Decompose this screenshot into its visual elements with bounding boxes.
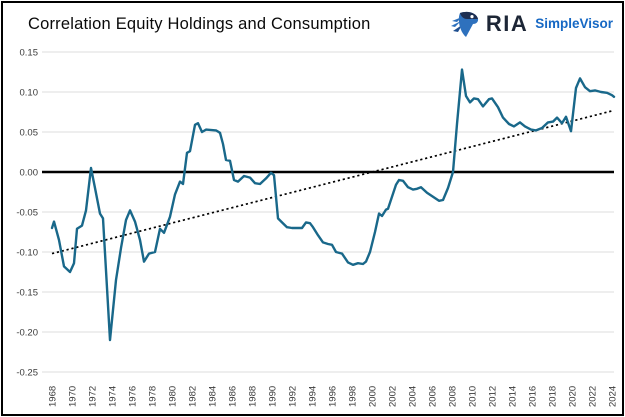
x-tick-label: 1978 <box>148 386 159 407</box>
x-tick-label: 2020 <box>568 386 579 407</box>
brand-simplevisor-text: SimpleVisor <box>535 16 613 32</box>
chart-header: Correlation Equity Holdings and Consumpt… <box>28 7 613 41</box>
x-tick-label: 1980 <box>168 386 179 407</box>
x-tick-label: 1976 <box>128 386 139 407</box>
x-tick-label: 1998 <box>348 386 359 407</box>
x-tick-label: 2006 <box>428 386 439 407</box>
x-tick-label: 2002 <box>388 386 399 407</box>
x-tick-label: 2010 <box>468 386 479 407</box>
y-tick-label: -0.25 <box>16 368 38 379</box>
x-tick-label: 2000 <box>368 386 379 407</box>
x-tick-label: 1984 <box>208 386 219 407</box>
x-tick-label: 1992 <box>288 386 299 407</box>
x-tick-label: 1970 <box>68 386 79 407</box>
x-tick-label: 1972 <box>88 386 99 407</box>
x-tick-label: 2018 <box>548 386 559 407</box>
x-tick-label: 2008 <box>448 386 459 407</box>
y-tick-label: -0.15 <box>16 288 38 299</box>
y-tick-label: 0.00 <box>20 168 39 179</box>
y-tick-label: -0.20 <box>16 328 38 339</box>
x-tick-label: 2024 <box>608 386 619 407</box>
correlation-series-line <box>50 68 616 342</box>
x-tick-label: 1968 <box>48 386 59 407</box>
x-tick-label: 2016 <box>528 386 539 407</box>
x-tick-label: 2012 <box>488 386 499 407</box>
y-tick-label: 0.05 <box>20 128 39 139</box>
x-tick-label: 2004 <box>408 386 419 407</box>
ria-eagle-icon <box>450 11 478 37</box>
x-tick-label: 1986 <box>228 386 239 407</box>
x-tick-label: 1988 <box>248 386 259 407</box>
x-tick-label: 1990 <box>268 386 279 407</box>
x-tick-label: 2014 <box>508 386 519 407</box>
y-tick-label: 0.10 <box>20 88 39 99</box>
ria-simplevisor-logo: RIA SimpleVisor <box>450 11 613 38</box>
x-tick-label: 1982 <box>188 386 199 407</box>
x-tick-label: 1974 <box>108 386 119 407</box>
x-tick-label: 1996 <box>328 386 339 407</box>
trend-line <box>51 109 615 255</box>
y-tick-label: -0.10 <box>16 248 38 259</box>
y-tick-label: 0.15 <box>20 48 39 59</box>
page-title: Correlation Equity Holdings and Consumpt… <box>28 14 371 33</box>
brand-ria-text: RIA <box>485 11 529 36</box>
x-tick-label: 1994 <box>308 386 319 407</box>
y-tick-label: -0.05 <box>16 208 38 219</box>
x-tick-label: 2022 <box>588 386 599 407</box>
